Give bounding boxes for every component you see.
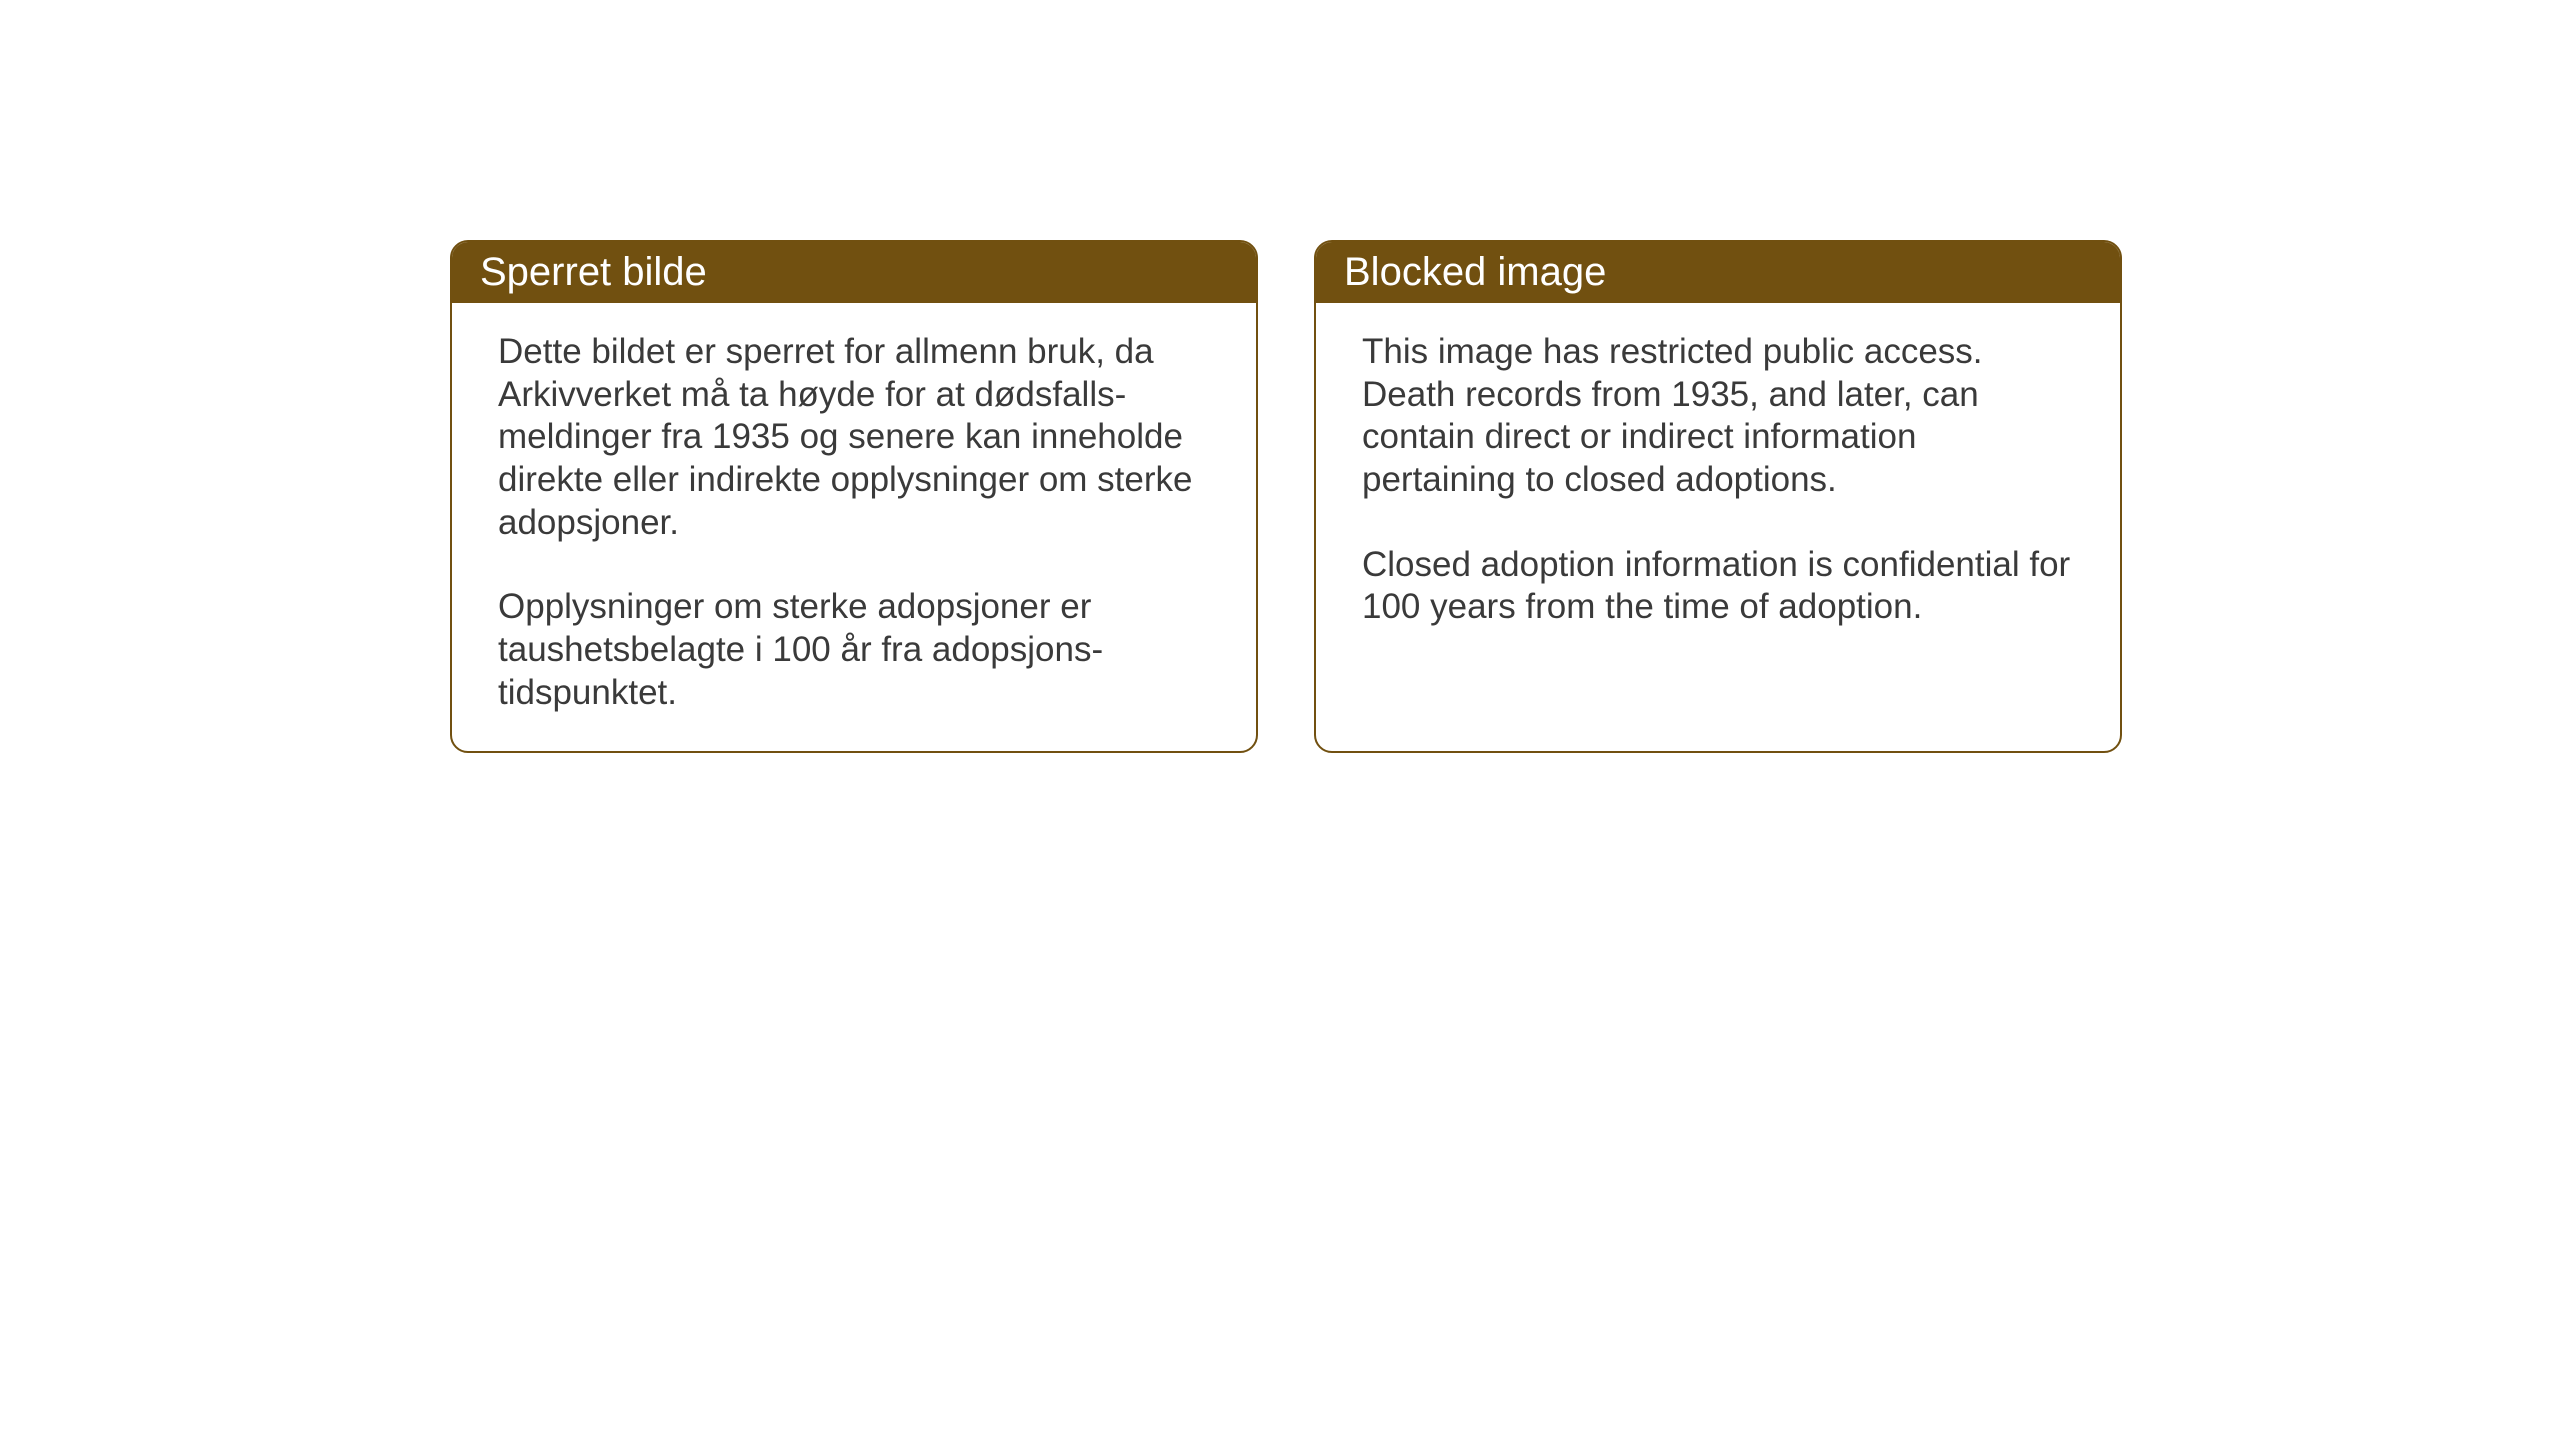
notice-body-english: This image has restricted public access.… xyxy=(1316,303,2120,723)
notice-paragraph-2-english: Closed adoption information is confident… xyxy=(1362,544,2074,629)
notice-paragraph-1-english: This image has restricted public access.… xyxy=(1362,331,2074,502)
notice-card-norwegian: Sperret bilde Dette bildet er sperret fo… xyxy=(450,240,1258,753)
notice-title-norwegian: Sperret bilde xyxy=(480,250,707,294)
notice-body-norwegian: Dette bildet er sperret for allmenn bruk… xyxy=(452,303,1256,751)
notice-header-norwegian: Sperret bilde xyxy=(452,242,1256,303)
notice-header-english: Blocked image xyxy=(1316,242,2120,303)
notice-container: Sperret bilde Dette bildet er sperret fo… xyxy=(450,240,2122,753)
notice-title-english: Blocked image xyxy=(1344,250,1606,294)
notice-card-english: Blocked image This image has restricted … xyxy=(1314,240,2122,753)
notice-paragraph-1-norwegian: Dette bildet er sperret for allmenn bruk… xyxy=(498,331,1210,544)
notice-paragraph-2-norwegian: Opplysninger om sterke adopsjoner er tau… xyxy=(498,586,1210,714)
